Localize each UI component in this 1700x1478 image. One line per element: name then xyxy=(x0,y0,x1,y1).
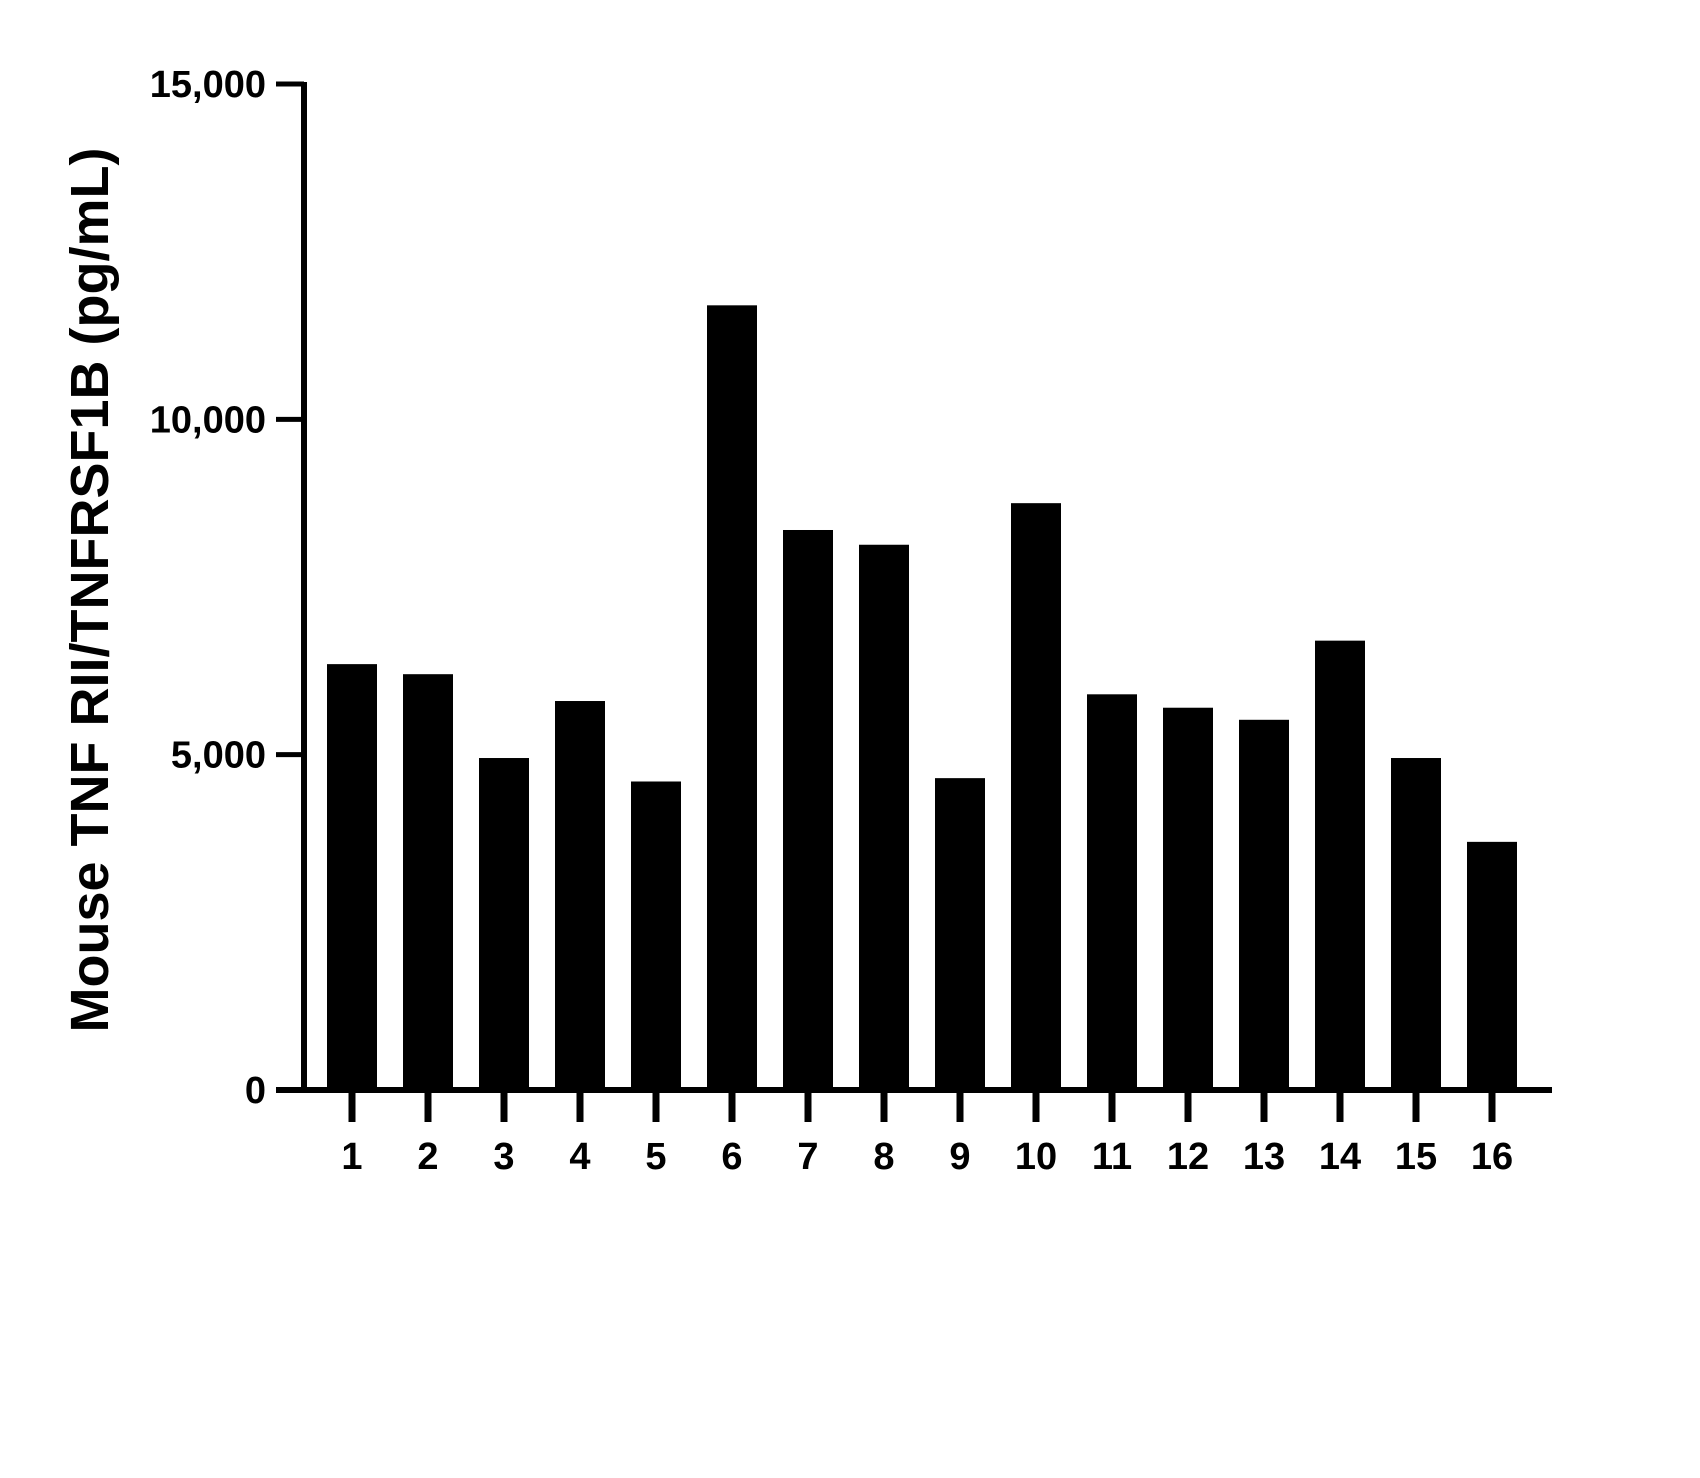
bar-9 xyxy=(935,778,985,1090)
bar-7 xyxy=(783,529,833,1090)
x-tick-label-11: 11 xyxy=(1092,1136,1132,1178)
bar-12 xyxy=(1163,707,1213,1090)
x-tick-label-15: 15 xyxy=(1395,1136,1437,1178)
bar-16 xyxy=(1467,841,1517,1090)
bar-6 xyxy=(707,305,757,1090)
bar-8 xyxy=(859,544,909,1090)
x-tick-label-12: 12 xyxy=(1167,1136,1209,1178)
x-tick-label-2: 2 xyxy=(417,1136,438,1178)
y-tick-label: 5,000 xyxy=(171,735,266,777)
x-tick-label-9: 9 xyxy=(949,1136,970,1178)
bar-10 xyxy=(1011,503,1061,1091)
x-tick-label-13: 13 xyxy=(1243,1136,1285,1178)
y-tick-label: 15,000 xyxy=(150,64,266,106)
y-axis-title: Mouse TNF RII/TNFRSF1B (pg/mL) xyxy=(60,148,120,1033)
bar-13 xyxy=(1239,719,1289,1090)
x-tick-label-3: 3 xyxy=(493,1136,514,1178)
bar-14 xyxy=(1315,640,1365,1090)
bar-2 xyxy=(403,674,453,1090)
x-tick-label-1: 1 xyxy=(341,1136,362,1178)
bar-3 xyxy=(479,758,529,1090)
x-tick-label-8: 8 xyxy=(873,1136,894,1178)
x-tick-label-4: 4 xyxy=(569,1136,590,1178)
x-tick-label-14: 14 xyxy=(1319,1136,1361,1178)
bar-15 xyxy=(1391,758,1441,1090)
bar-11 xyxy=(1087,694,1137,1090)
x-tick-label-6: 6 xyxy=(721,1136,742,1178)
y-tick-label: 0 xyxy=(245,1070,266,1112)
x-tick-label-10: 10 xyxy=(1015,1136,1057,1178)
bar-5 xyxy=(631,781,681,1090)
x-tick-label-7: 7 xyxy=(797,1136,818,1178)
x-tick-label-16: 16 xyxy=(1471,1136,1513,1178)
y-tick-label: 10,000 xyxy=(150,399,266,441)
bar-1 xyxy=(327,664,377,1090)
bar-4 xyxy=(555,701,605,1090)
x-tick-label-5: 5 xyxy=(645,1136,666,1178)
